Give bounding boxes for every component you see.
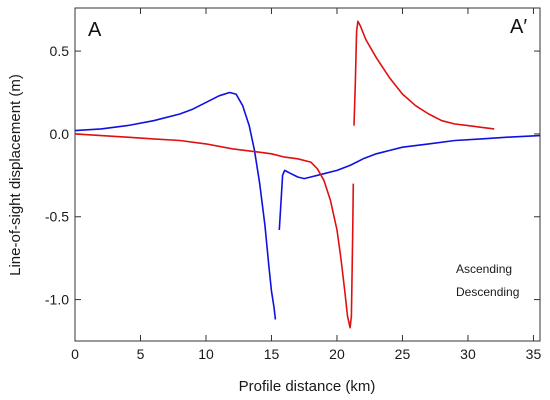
x-tick-label: 25 bbox=[395, 346, 411, 362]
legend-label-descending: Descending bbox=[456, 285, 519, 299]
x-tick-label: 35 bbox=[526, 346, 542, 362]
corner-label-a-prime: A′ bbox=[510, 16, 527, 38]
plot-frame bbox=[74, 7, 541, 342]
legend-label-ascending: Ascending bbox=[456, 262, 512, 276]
axis-ticks: 0 5 10 15 20 25 30 35 0.5 0.0 -0.5 -1.0 bbox=[45, 8, 542, 362]
x-tick-label: 5 bbox=[137, 346, 145, 362]
series-line-descending-2 bbox=[353, 20, 495, 130]
x-tick-label: 0 bbox=[71, 346, 79, 362]
x-tick-label: 30 bbox=[460, 346, 476, 362]
series-lines bbox=[74, 20, 541, 329]
series-line-ascending-1 bbox=[74, 91, 277, 320]
y-tick-label: -1.0 bbox=[45, 292, 69, 308]
series-line-ascending-2 bbox=[278, 134, 541, 231]
x-axis-label: Profile distance (km) bbox=[239, 378, 376, 395]
x-tick-label: 20 bbox=[329, 346, 345, 362]
x-tick-label: 10 bbox=[198, 346, 214, 362]
y-tick-label: 0.5 bbox=[50, 43, 70, 59]
y-axis-label: Line-of-sight displacement (m) bbox=[7, 74, 24, 276]
series-line-descending-1 bbox=[74, 133, 355, 329]
y-tick-label: -0.5 bbox=[45, 209, 69, 225]
y-tick-label: 0.0 bbox=[50, 126, 70, 142]
corner-label-a: A bbox=[88, 19, 102, 41]
x-tick-label: 15 bbox=[264, 346, 280, 362]
